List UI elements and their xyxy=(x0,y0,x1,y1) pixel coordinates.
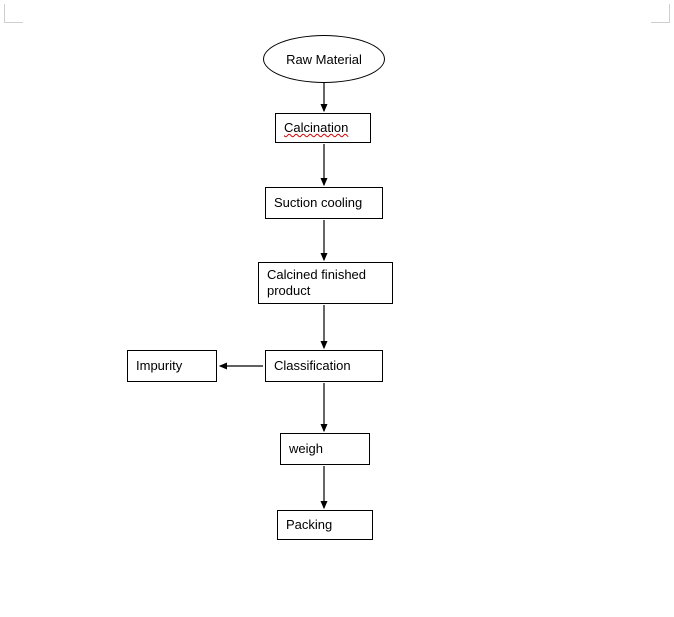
node-label: Calcined finished product xyxy=(267,267,392,300)
node-label: Packing xyxy=(286,517,332,533)
node-label: Suction cooling xyxy=(274,195,362,211)
node-raw-material: Raw Material xyxy=(263,35,385,83)
node-suction-cooling: Suction cooling xyxy=(265,187,383,219)
node-label: Raw Material xyxy=(286,52,362,67)
node-impurity: Impurity xyxy=(127,350,217,382)
node-packing: Packing xyxy=(277,510,373,540)
node-calcined-finished-product: Calcined finished product xyxy=(258,262,393,304)
node-label: Calcination xyxy=(284,120,348,136)
flowchart-canvas: Raw Material Calcination Suction cooling… xyxy=(0,0,674,617)
node-label: weigh xyxy=(289,441,323,457)
node-classification: Classification xyxy=(265,350,383,382)
page-corner-top-right xyxy=(651,4,670,23)
page-corner-top-left xyxy=(4,4,23,23)
node-calcination: Calcination xyxy=(275,113,371,143)
node-label: Classification xyxy=(274,358,351,374)
node-label: Impurity xyxy=(136,358,182,374)
node-weigh: weigh xyxy=(280,433,370,465)
